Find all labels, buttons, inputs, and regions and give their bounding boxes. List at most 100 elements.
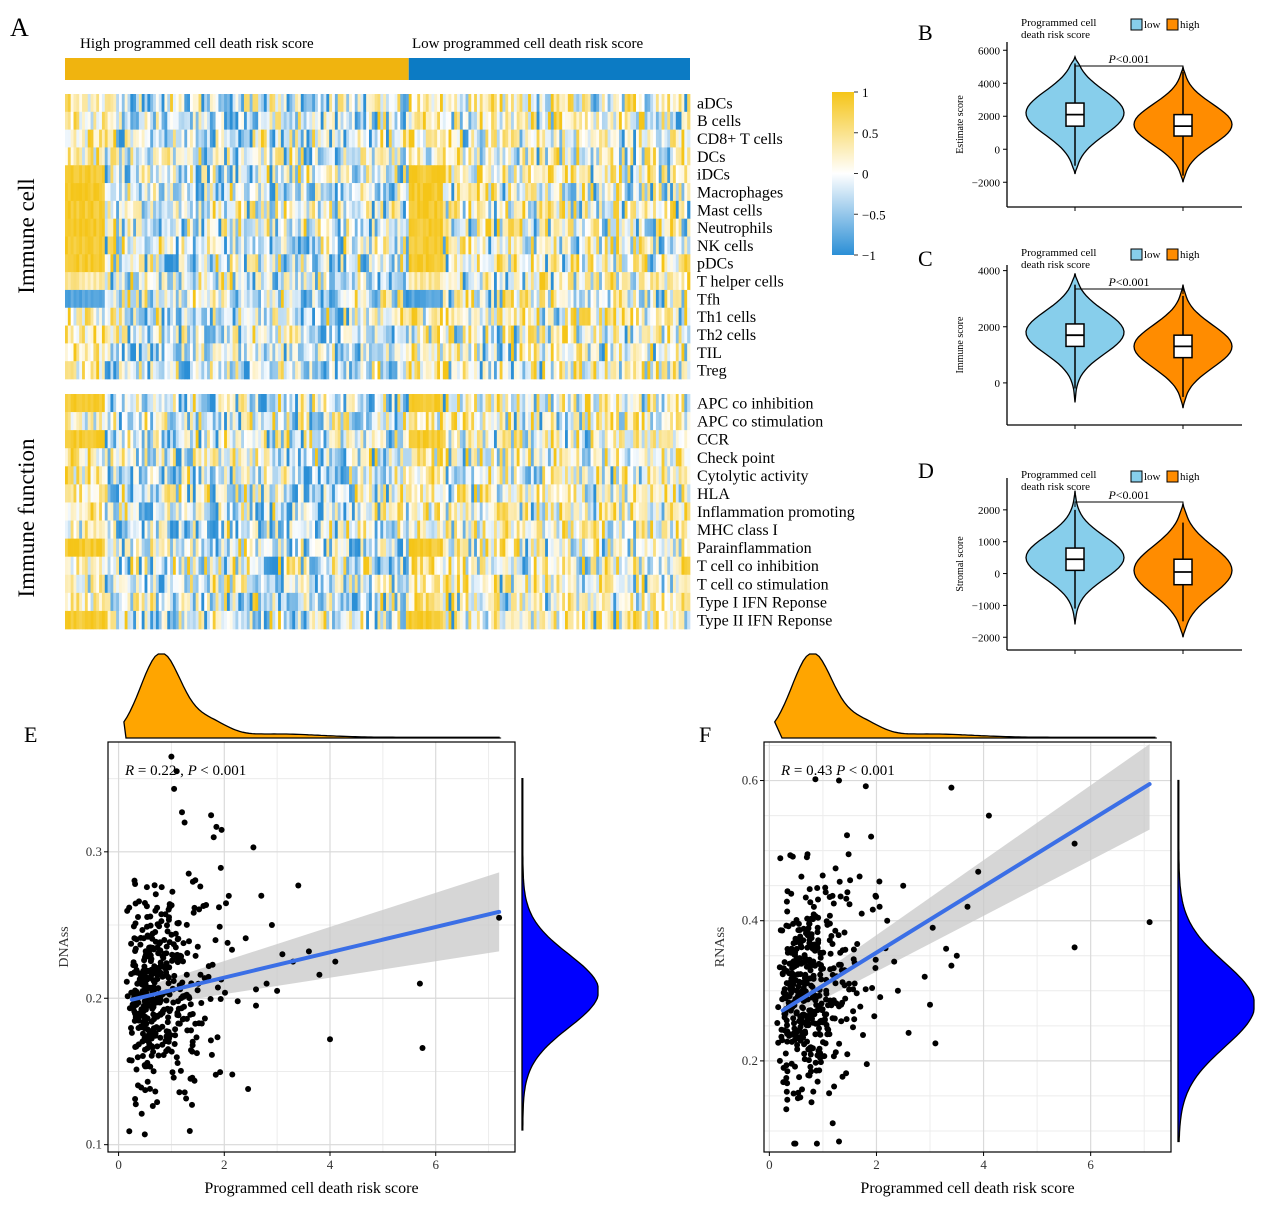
heatmap-cell — [155, 254, 160, 273]
heatmap-cell — [218, 254, 222, 273]
heatmap-cell — [272, 183, 276, 202]
heatmap-cell — [346, 129, 350, 148]
heatmap-cell — [329, 94, 333, 113]
heatmap-cell — [596, 484, 600, 503]
heatmap-cell — [280, 200, 285, 220]
heatmap-cell — [323, 325, 327, 344]
heatmap-cell — [329, 466, 333, 485]
heatmap-cell — [300, 218, 304, 237]
heatmap-cell — [266, 147, 270, 166]
heatmap-cell — [405, 94, 410, 113]
heatmap-cell — [417, 147, 421, 166]
heatmap-cell — [212, 502, 216, 521]
heatmap-cell — [454, 218, 458, 237]
heatmap-cell — [269, 466, 273, 485]
heatmap-cell — [343, 484, 347, 503]
heatmap-cell — [181, 200, 185, 220]
heatmap-cell — [252, 325, 256, 344]
heatmap-cell — [104, 307, 108, 326]
heatmap-cell — [451, 361, 455, 380]
heatmap-cell — [366, 272, 370, 291]
heatmap-cell — [238, 94, 242, 113]
heatmap-cell — [567, 165, 572, 184]
heatmap-cell — [323, 147, 327, 166]
heatmap-cell — [258, 361, 262, 380]
heatmap-cell — [610, 129, 614, 148]
heatmap-cell — [678, 94, 682, 113]
heatmap-cell — [400, 111, 404, 130]
heatmap-cell — [530, 394, 535, 413]
heatmap-cell — [601, 343, 606, 362]
heatmap-cell — [190, 484, 194, 503]
heatmap-cell — [113, 325, 117, 344]
heatmap-cell — [226, 307, 231, 326]
heatmap-cell — [420, 272, 424, 291]
heatmap-cell — [96, 412, 100, 431]
heatmap-cell — [519, 430, 523, 449]
heatmap-cell — [326, 466, 330, 485]
heatmap-cell — [590, 361, 594, 380]
heatmap-cell — [638, 254, 643, 273]
heatmap-cell — [624, 111, 628, 130]
heatmap-cell — [229, 394, 233, 413]
heatmap-cell — [516, 307, 520, 326]
heatmap-cell — [346, 218, 350, 237]
heatmap-cell — [82, 94, 86, 113]
heatmap-cell — [340, 343, 344, 362]
heatmap-cell — [141, 129, 145, 148]
heatmap-cell — [465, 343, 469, 362]
heatmap-cell — [232, 183, 236, 202]
heatmap-cell — [533, 325, 537, 344]
heatmap-cell — [243, 254, 248, 273]
heatmap-cell — [582, 111, 586, 130]
heatmap-cell — [448, 111, 452, 130]
heatmap-cell — [644, 307, 648, 326]
heatmap-cell — [491, 361, 495, 380]
heatmap-cell — [212, 343, 216, 362]
heatmap-cell — [579, 147, 583, 166]
heatmap-cell — [266, 183, 270, 202]
heatmap-cell — [266, 394, 270, 413]
heatmap-cell — [136, 218, 140, 237]
heatmap-cell — [420, 361, 424, 380]
heatmap-cell — [650, 307, 654, 326]
heatmap-cell — [79, 94, 83, 113]
heatmap-cell — [351, 147, 356, 166]
heatmap-cell — [508, 412, 512, 431]
heatmap-cell — [403, 502, 407, 521]
heatmap-cell — [232, 502, 236, 521]
heatmap-cell — [584, 183, 589, 202]
heatmap-cell — [309, 218, 313, 237]
heatmap-cell — [414, 236, 418, 255]
heatmap-cell — [295, 325, 299, 344]
heatmap-cell — [681, 307, 685, 326]
heatmap-cell — [172, 307, 177, 326]
heatmap-cell — [604, 236, 608, 255]
heatmap-cell — [545, 343, 549, 362]
heatmap-cell — [269, 183, 273, 202]
heatmap-cell — [636, 430, 640, 449]
heatmap-cell — [468, 361, 472, 380]
heatmap-cell — [303, 254, 307, 273]
heatmap-cell — [545, 466, 549, 485]
heatmap-cell — [471, 111, 475, 130]
heatmap-cell — [306, 94, 310, 113]
heatmap-cell — [624, 200, 628, 220]
heatmap-cell — [278, 236, 282, 255]
heatmap-cell — [201, 412, 205, 431]
heatmap-cell — [221, 272, 225, 291]
heatmap-cell — [334, 448, 339, 467]
heatmap-cell — [315, 466, 319, 485]
heatmap-cell — [539, 218, 543, 237]
heatmap-cell — [340, 325, 344, 344]
heatmap-cell — [576, 218, 580, 237]
heatmap-cell — [349, 183, 353, 202]
heatmap-cell — [181, 111, 185, 130]
heatmap-cell — [164, 325, 168, 344]
heatmap-cell — [661, 200, 665, 220]
heatmap-cell — [90, 361, 94, 380]
heatmap-cell — [528, 272, 532, 291]
heatmap-cell — [650, 218, 654, 237]
heatmap-cell — [101, 183, 106, 202]
heatmap-cell — [377, 484, 381, 503]
